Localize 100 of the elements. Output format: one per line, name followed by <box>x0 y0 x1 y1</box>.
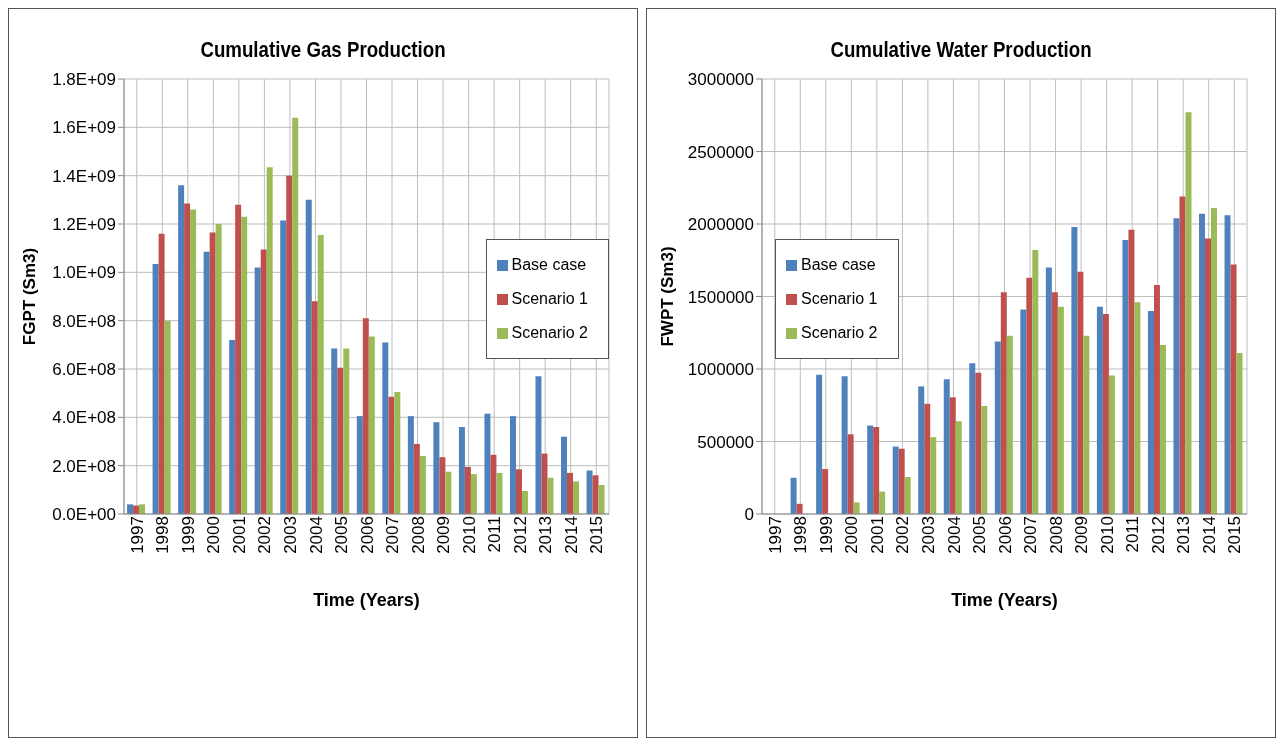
bar <box>790 477 797 514</box>
bar <box>904 477 911 514</box>
bar <box>1224 215 1231 514</box>
bar <box>975 372 982 514</box>
x-tick-label: 1999 <box>816 516 836 554</box>
bar <box>955 421 962 514</box>
bar <box>1199 213 1206 514</box>
y-axis-title: FGPT (Sm3) <box>20 247 40 346</box>
y-tick-label: 2.0E+08 <box>52 456 116 476</box>
bar <box>394 391 401 514</box>
x-tick-label: 2014 <box>561 516 581 554</box>
bar <box>407 416 414 514</box>
x-tick-label: 2005 <box>332 516 352 554</box>
bar <box>419 456 426 514</box>
bar <box>1179 196 1186 514</box>
bar <box>305 199 312 514</box>
bar <box>280 220 287 514</box>
bar <box>178 185 185 514</box>
x-tick-label: 2004 <box>944 516 964 554</box>
legend-label: Scenario 1 <box>801 290 878 307</box>
bar <box>292 117 299 514</box>
y-tick-label: 1500000 <box>687 287 754 307</box>
bar <box>1045 267 1052 514</box>
bar <box>433 422 440 514</box>
y-tick-label: 2500000 <box>687 142 754 162</box>
bar <box>139 504 146 514</box>
bar <box>331 348 338 514</box>
bar <box>158 233 165 514</box>
x-tick-label: 2004 <box>306 516 326 554</box>
bar <box>918 386 925 514</box>
bar <box>1159 345 1166 514</box>
bar <box>573 481 580 514</box>
bar <box>598 485 605 514</box>
bar <box>317 234 324 514</box>
bar <box>592 475 599 514</box>
bar <box>541 453 548 514</box>
legend-label: Scenario 2 <box>801 324 878 341</box>
y-tick-label: 1.6E+09 <box>52 118 116 138</box>
bar <box>1147 311 1154 514</box>
bar <box>127 504 134 514</box>
bar <box>535 376 542 514</box>
legend-label: Scenario 1 <box>511 290 588 307</box>
bar <box>470 474 477 514</box>
x-tick-label: 2007 <box>383 516 403 554</box>
bar <box>203 251 210 514</box>
x-tick-label: 2003 <box>280 516 300 554</box>
x-tick-label: 1999 <box>178 516 198 554</box>
bar <box>266 167 273 514</box>
bar <box>981 405 988 514</box>
bar <box>994 341 1001 514</box>
y-tick-label: 1.0E+09 <box>52 263 116 283</box>
x-tick-label: 2015 <box>1225 516 1245 554</box>
bar <box>1032 250 1039 514</box>
legend-label: Base case <box>511 256 587 273</box>
bar <box>464 466 471 514</box>
x-tick-label: 2010 <box>459 516 479 554</box>
bar <box>1128 229 1135 514</box>
x-tick-label: 2012 <box>510 516 530 554</box>
legend-label: Base case <box>801 256 876 273</box>
x-tick-label: 2002 <box>255 516 275 554</box>
bar <box>567 472 574 514</box>
y-tick-label: 8.0E+08 <box>52 311 116 331</box>
bar <box>1057 306 1064 514</box>
x-tick-label: 2006 <box>357 516 377 554</box>
bar <box>816 374 823 514</box>
bar <box>439 457 446 514</box>
x-tick-label: 2003 <box>918 516 938 554</box>
bar <box>1096 306 1103 514</box>
bar <box>490 454 497 514</box>
bar <box>1236 353 1243 514</box>
bar <box>1185 112 1192 514</box>
x-tick-label: 2005 <box>970 516 990 554</box>
bar <box>1020 309 1027 514</box>
bar <box>484 413 491 514</box>
bar <box>356 416 363 514</box>
bar <box>547 477 554 514</box>
bar <box>853 502 860 514</box>
x-tick-label: 2013 <box>1174 516 1194 554</box>
y-tick-label: 6.0E+08 <box>52 360 116 380</box>
bar <box>382 342 389 514</box>
bar <box>260 249 267 514</box>
x-tick-label: 1997 <box>127 516 147 554</box>
x-tick-label: 2008 <box>408 516 428 554</box>
bar <box>841 376 848 514</box>
bar <box>867 425 874 514</box>
y-tick-label: 0 <box>744 505 754 525</box>
bar <box>241 216 248 514</box>
bar <box>930 437 937 514</box>
y-tick-label: 1.4E+09 <box>52 166 116 186</box>
bar <box>209 232 216 514</box>
x-tick-label: 2000 <box>204 516 224 554</box>
x-tick-label: 2006 <box>995 516 1015 554</box>
bar <box>1051 292 1058 514</box>
y-tick-label: 1.2E+09 <box>52 215 116 235</box>
bar <box>229 340 236 514</box>
bar <box>388 396 395 514</box>
x-tick-label: 2011 <box>1123 516 1143 553</box>
x-tick-label: 2010 <box>1097 516 1117 554</box>
x-tick-label: 2015 <box>587 516 607 554</box>
x-tick-label: 2009 <box>434 516 454 554</box>
